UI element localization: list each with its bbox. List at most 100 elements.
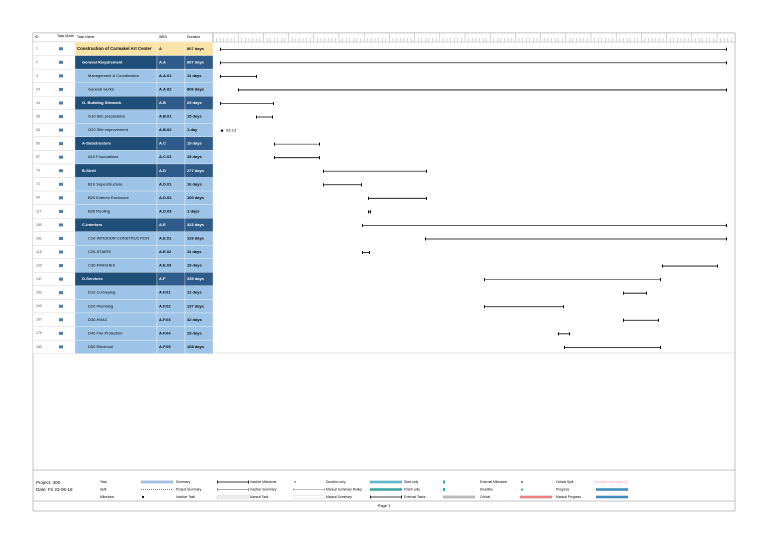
task-mode-icon bbox=[59, 128, 63, 132]
row-id: 180 bbox=[36, 223, 42, 227]
duration: 11 days bbox=[187, 249, 202, 254]
legend-swatch bbox=[293, 480, 297, 484]
duration: 168 days bbox=[187, 344, 205, 349]
wbs: A.F bbox=[159, 276, 166, 281]
legend-label: Inactive Summary bbox=[250, 487, 277, 491]
bar-end bbox=[361, 183, 362, 187]
legend-label: Summary bbox=[176, 480, 190, 484]
bar-start bbox=[220, 74, 221, 78]
column-header: Task Mode bbox=[57, 34, 74, 38]
duration: 335 days bbox=[187, 276, 205, 281]
task-mode-icon bbox=[59, 223, 63, 227]
milestone-label: 03-13 bbox=[226, 128, 237, 133]
legend-label: Inactive Task bbox=[176, 495, 195, 499]
task-mode-icon bbox=[59, 291, 63, 295]
task-name: G- Building Sitework bbox=[82, 100, 122, 105]
bar-start bbox=[362, 223, 363, 227]
wbs: A.F.04 bbox=[159, 330, 171, 335]
row-id: 53 bbox=[36, 128, 40, 132]
legend-label: Manual Summary Rollup bbox=[326, 487, 362, 491]
column-header: Duration bbox=[187, 35, 200, 39]
duration: 11 days bbox=[187, 73, 202, 78]
legend-swatch bbox=[369, 480, 403, 484]
row-id: 147 bbox=[36, 277, 42, 281]
legend-label: Manual Progress bbox=[556, 495, 581, 499]
bar-start bbox=[662, 264, 663, 268]
task-name: D40 Fire Protection bbox=[88, 330, 122, 335]
bar-end bbox=[726, 61, 727, 65]
task-mode-icon bbox=[59, 331, 63, 335]
task-mode-icon bbox=[59, 250, 63, 254]
legend-swatch bbox=[520, 488, 524, 491]
duration: 19 days bbox=[187, 154, 202, 159]
row-id: 183 bbox=[36, 345, 42, 349]
row-id: 160 bbox=[36, 304, 42, 308]
wbs: A.B.02 bbox=[159, 127, 172, 132]
legend-swatch bbox=[217, 480, 218, 484]
duration: 12 days bbox=[187, 290, 202, 295]
task-name: G10 Site preparation bbox=[88, 114, 125, 119]
wbs: A.F.01 bbox=[159, 290, 171, 295]
wbs: A.F.02 bbox=[159, 303, 171, 308]
legend-swatch bbox=[401, 495, 402, 499]
bar-end bbox=[646, 291, 647, 295]
bar-end bbox=[717, 264, 718, 268]
row-id-cell bbox=[32, 41, 76, 56]
bar-start bbox=[623, 318, 624, 322]
page-number: Page 1 bbox=[378, 503, 391, 508]
task-name: C20-STAIRS bbox=[88, 249, 111, 254]
row-id: 1 bbox=[36, 47, 38, 51]
bar-start bbox=[238, 88, 239, 92]
row-id: 44 bbox=[36, 101, 40, 105]
duration: 137 days bbox=[187, 303, 205, 308]
wbs: A.D.02 bbox=[159, 195, 172, 200]
milestone bbox=[220, 129, 224, 133]
legend-label: Milestone bbox=[100, 495, 114, 499]
legend-swatch bbox=[442, 495, 476, 499]
bar-start bbox=[425, 237, 426, 241]
task-name: D10 Conveying bbox=[88, 290, 115, 295]
task-mode-icon bbox=[59, 345, 63, 349]
legend-label: Manual Summary bbox=[326, 495, 352, 499]
legend-swatch bbox=[595, 488, 629, 491]
bar-end bbox=[319, 156, 320, 160]
bar-end bbox=[256, 74, 257, 78]
bar-end bbox=[563, 305, 564, 309]
legend-label: External Tasks bbox=[404, 495, 426, 499]
bar-end bbox=[569, 332, 570, 336]
duration: 29 days bbox=[187, 100, 202, 105]
date-label: Date: Fri 23-06-18 bbox=[36, 487, 73, 492]
bar-start bbox=[256, 115, 257, 119]
task-mode-icon bbox=[59, 74, 63, 78]
task-mode-icon bbox=[59, 101, 63, 105]
legend-swatch bbox=[248, 488, 249, 491]
task-mode-icon bbox=[59, 115, 63, 119]
bar-start bbox=[558, 332, 559, 336]
bar-start bbox=[484, 278, 485, 282]
bar-start bbox=[564, 345, 565, 349]
duration: 807 days bbox=[187, 46, 205, 51]
bar-end bbox=[273, 101, 274, 105]
task-name: B-Shell bbox=[82, 168, 96, 173]
row-id: 24 bbox=[36, 87, 40, 91]
column-header: Task Name bbox=[77, 35, 95, 39]
legend-label: Critical bbox=[480, 495, 490, 499]
legend-swatch bbox=[292, 495, 326, 499]
bar-start bbox=[220, 61, 221, 65]
row-id: 56 bbox=[36, 142, 40, 146]
legend-label: Project Summary bbox=[176, 487, 202, 491]
duration: 19 days bbox=[187, 141, 202, 146]
task-name: B20 Exterior Enclosure bbox=[88, 195, 130, 200]
row-id: 176 bbox=[36, 331, 42, 335]
row-id: 117 bbox=[36, 209, 42, 213]
bar-end bbox=[726, 88, 727, 92]
legend-label: Finish-only bbox=[404, 487, 420, 491]
legend-swatch bbox=[520, 480, 524, 484]
wbs: A.A.01 bbox=[159, 73, 172, 78]
bar-end bbox=[726, 223, 727, 227]
wbs: A.E.01 bbox=[159, 236, 172, 241]
duration-cell bbox=[184, 339, 214, 354]
task-mode-icon bbox=[59, 182, 63, 186]
task-name: D20 Plumbing bbox=[88, 303, 113, 308]
